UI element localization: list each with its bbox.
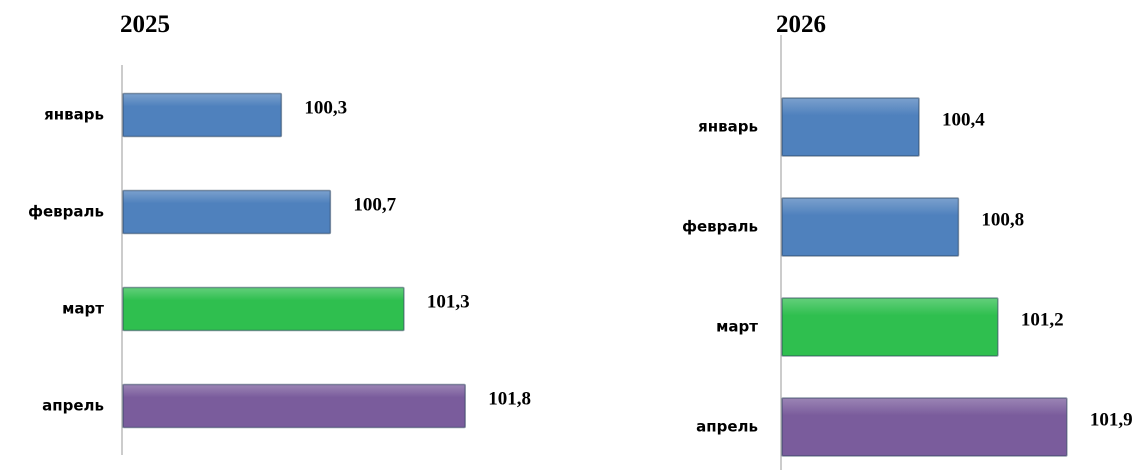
bar: [781, 197, 960, 257]
value-label: 100,8: [981, 209, 1024, 230]
category-label: апрель: [696, 418, 758, 436]
value-label: 100,3: [304, 97, 347, 118]
value-label: 100,4: [942, 109, 985, 130]
chart-title: 2025: [120, 11, 170, 38]
category-label: март: [62, 300, 104, 318]
value-label: 101,2: [1021, 309, 1064, 330]
category-label: январь: [44, 106, 104, 124]
value-label: 100,7: [353, 194, 396, 215]
category-label: январь: [698, 118, 758, 136]
category-label: апрель: [42, 397, 104, 415]
bar: [122, 92, 283, 138]
chart-title: 2026: [776, 11, 826, 38]
category-label: февраль: [28, 203, 104, 221]
category-label: март: [716, 318, 758, 336]
value-label: 101,8: [488, 388, 531, 409]
bar: [781, 97, 920, 157]
bar: [122, 383, 466, 429]
bar: [781, 297, 999, 357]
value-label: 101,9: [1090, 409, 1133, 430]
value-label: 101,3: [427, 291, 470, 312]
bar: [122, 286, 405, 332]
category-label: февраль: [682, 218, 758, 236]
bar: [122, 189, 332, 235]
bar: [781, 397, 1068, 457]
